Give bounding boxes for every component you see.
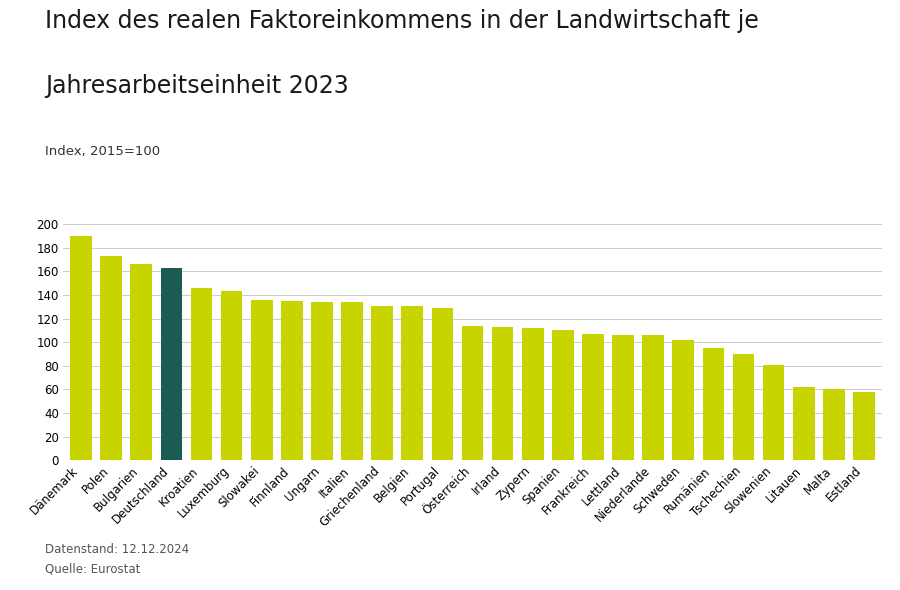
Bar bbox=[70, 236, 92, 460]
Bar bbox=[311, 302, 333, 460]
Bar bbox=[823, 389, 845, 460]
Bar bbox=[251, 300, 273, 460]
Bar bbox=[401, 306, 423, 460]
Bar bbox=[100, 256, 122, 460]
Bar bbox=[763, 365, 785, 460]
Bar bbox=[220, 291, 242, 460]
Bar bbox=[582, 334, 604, 460]
Bar bbox=[672, 340, 694, 460]
Bar bbox=[491, 327, 513, 460]
Bar bbox=[431, 308, 454, 460]
Bar bbox=[853, 392, 875, 460]
Bar bbox=[612, 335, 634, 460]
Bar bbox=[341, 302, 363, 460]
Bar bbox=[643, 335, 664, 460]
Bar bbox=[462, 326, 483, 460]
Bar bbox=[793, 387, 814, 460]
Bar bbox=[191, 288, 212, 460]
Text: Index des realen Faktoreinkommens in der Landwirtschaft je: Index des realen Faktoreinkommens in der… bbox=[45, 9, 759, 33]
Text: Index, 2015=100: Index, 2015=100 bbox=[45, 145, 160, 158]
Bar bbox=[160, 268, 182, 460]
Bar bbox=[130, 264, 152, 460]
Bar bbox=[552, 330, 573, 460]
Text: Datenstand: 12.12.2024
Quelle: Eurostat: Datenstand: 12.12.2024 Quelle: Eurostat bbox=[45, 543, 189, 575]
Bar bbox=[372, 306, 393, 460]
Bar bbox=[703, 348, 724, 460]
Bar bbox=[281, 301, 302, 460]
Text: Jahresarbeitseinheit 2023: Jahresarbeitseinheit 2023 bbox=[45, 74, 349, 98]
Bar bbox=[522, 328, 544, 460]
Bar bbox=[733, 354, 754, 460]
